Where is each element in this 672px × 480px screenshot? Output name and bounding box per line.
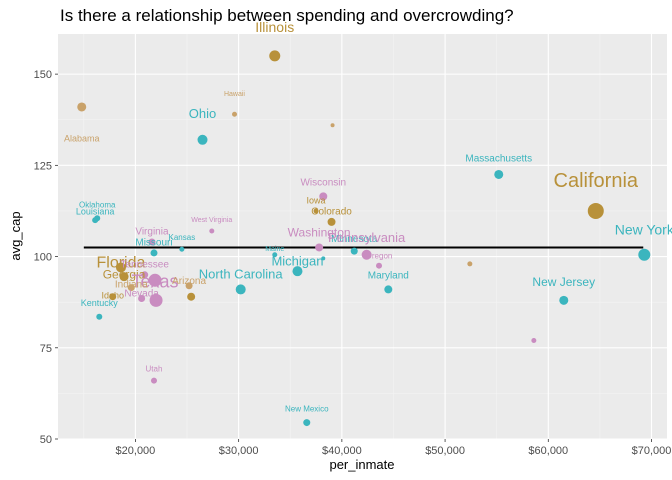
x-tick-label: $40,000: [322, 445, 362, 457]
data-point: [185, 282, 193, 290]
x-tick-label: $50,000: [425, 445, 465, 457]
point-label: Georgia: [103, 267, 146, 281]
point-label: Maryland: [368, 270, 409, 281]
chart-title: Is there a relationship between spending…: [60, 6, 514, 25]
point-label: West Virginia: [191, 217, 232, 224]
point-label: Idaho: [101, 291, 124, 301]
data-point: [150, 377, 157, 384]
data-point: [587, 202, 604, 219]
data-point: [384, 285, 393, 294]
point-labels-group: Alabama Illinois Hawaii Ohio Massachusetts Ca…: [64, 19, 672, 413]
data-point: [494, 169, 504, 179]
point-label: Illinois: [255, 19, 294, 35]
x-tick-label: $70,000: [632, 445, 672, 457]
data-point: [321, 256, 326, 261]
data-point: [292, 266, 303, 277]
plot-panel: [58, 34, 667, 439]
point-label: Minnesota: [331, 234, 378, 245]
data-point: [209, 228, 215, 234]
point-label: Colorado: [311, 207, 352, 218]
data-point: [232, 111, 238, 117]
point-label: Massachusetts: [465, 154, 532, 165]
data-point: [467, 261, 473, 267]
data-point: [313, 208, 319, 214]
point-label: Kentucky: [81, 298, 119, 308]
point-label: Michigan: [271, 254, 323, 269]
point-label: Maine: [265, 246, 284, 253]
data-point: [77, 102, 87, 112]
x-tick-label: $60,000: [528, 445, 568, 457]
point-label: Pennsylvania: [328, 230, 406, 245]
points-group: [77, 50, 651, 427]
data-point: [115, 262, 126, 273]
x-axis-ticks: $20,000 $30,000 $40,000 $50,000 $60,000 $70,0…: [116, 439, 672, 457]
data-point: [269, 50, 281, 62]
point-label: New Mexico: [285, 405, 329, 414]
data-point: [315, 243, 324, 252]
point-label: Washington: [288, 226, 351, 240]
point-label: Oregon: [366, 251, 393, 260]
data-point: [119, 272, 129, 282]
point-label: California: [554, 170, 639, 192]
data-point: [150, 249, 158, 257]
data-point: [559, 295, 569, 305]
point-label: Wisconsin: [300, 177, 346, 188]
data-point: [376, 262, 383, 269]
y-tick-label: 50: [40, 434, 52, 446]
data-point: [148, 238, 156, 246]
point-label: North Carolina: [199, 266, 284, 281]
data-point: [187, 292, 196, 301]
data-point: [303, 419, 311, 427]
point-label: Iowa: [307, 196, 326, 206]
point-label: Indiana: [115, 280, 148, 291]
data-point: [96, 313, 103, 320]
x-tick-label: $30,000: [219, 445, 259, 457]
y-tick-label: 100: [34, 252, 52, 264]
data-point: [327, 217, 336, 226]
data-point: [109, 293, 117, 301]
point-label: Nevada: [124, 289, 159, 300]
point-label: Utah: [146, 365, 163, 374]
y-tick-label: 150: [34, 69, 52, 81]
data-point: [319, 192, 328, 201]
data-point: [138, 295, 146, 303]
point-label: Ohio: [189, 106, 216, 121]
data-point: [531, 337, 537, 343]
data-point: [350, 247, 358, 255]
data-point: [272, 252, 278, 258]
y-axis-title: avg_cap: [8, 211, 23, 260]
y-tick-label: 125: [34, 160, 52, 172]
x-axis-title: per_inmate: [329, 457, 394, 472]
point-label: Texas: [132, 272, 179, 292]
point-label: Tennessee: [121, 260, 170, 271]
point-label: Kansas: [169, 233, 196, 242]
data-point: [92, 217, 99, 224]
data-point: [127, 284, 135, 292]
point-label: Oklahoma: [79, 200, 116, 209]
data-point: [197, 134, 208, 145]
point-label: Virginia: [135, 227, 169, 238]
data-point: [330, 123, 335, 128]
data-point: [149, 293, 163, 307]
data-point: [235, 284, 246, 295]
y-tick-label: 75: [40, 343, 52, 355]
point-label: Arizona: [172, 276, 206, 287]
data-point: [179, 246, 185, 252]
point-label: Florida: [97, 255, 146, 272]
point-label: Alabama: [64, 134, 100, 144]
data-point: [148, 273, 162, 287]
data-point: [361, 249, 372, 260]
point-label: New York: [615, 222, 672, 238]
point-label: Missouri: [135, 238, 172, 249]
point-label: Hawaii: [224, 91, 245, 98]
point-label: New Jersey: [532, 275, 595, 289]
data-point: [141, 271, 149, 279]
x-tick-label: $20,000: [116, 445, 156, 457]
data-point: [638, 248, 651, 261]
point-label: Louisiana: [76, 207, 115, 217]
y-axis-ticks: 50 75 100 125 150: [34, 69, 58, 446]
